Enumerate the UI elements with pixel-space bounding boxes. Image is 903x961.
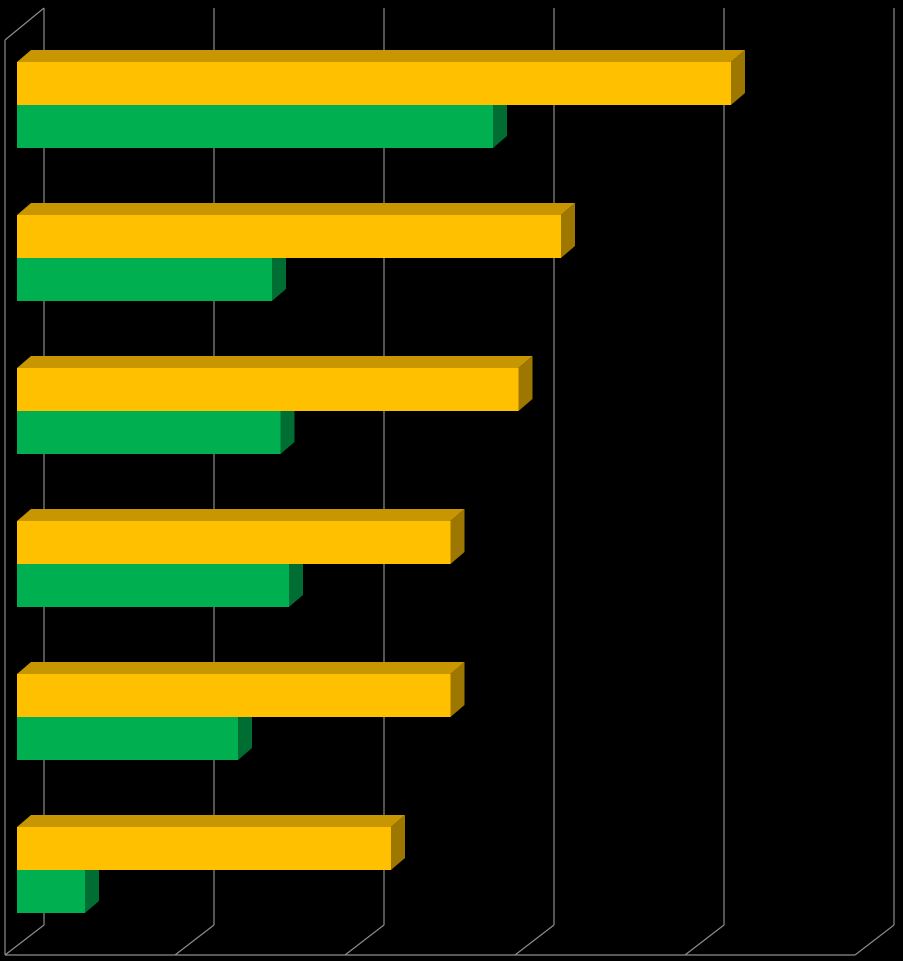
bar (17, 411, 281, 454)
bar-side-face (289, 552, 303, 607)
bar-side-face (450, 509, 465, 564)
bar-side-face (731, 50, 745, 105)
bar (17, 105, 493, 148)
bar-top-face (17, 662, 465, 674)
floor-grid-line (344, 924, 385, 956)
left-wall-top (4, 7, 45, 41)
bar-side-face (280, 399, 295, 454)
bar-side-face (450, 662, 465, 717)
bar-side-face (391, 815, 405, 870)
bar-top-face (17, 356, 533, 368)
bar (17, 674, 451, 717)
bar-top-face (17, 203, 575, 215)
bar-top-face (17, 509, 465, 521)
floor-grid-line (174, 924, 215, 956)
bar-top-face (17, 815, 405, 827)
bar-top-face (17, 50, 745, 62)
floor-grid-line (684, 924, 725, 956)
bar (17, 717, 238, 760)
bar (17, 368, 519, 411)
bar (17, 870, 85, 913)
bar-side-face (518, 356, 533, 411)
bar (17, 258, 272, 301)
bar-side-face (561, 203, 575, 258)
floor-grid-line (514, 924, 555, 956)
bar-side-face (493, 93, 507, 148)
floor-grid-line (4, 924, 45, 956)
bar-side-face (85, 858, 99, 913)
bar (17, 521, 451, 564)
bar-side-face (272, 246, 286, 301)
bar (17, 62, 731, 105)
bar (17, 564, 289, 607)
bar (17, 215, 561, 258)
floor-grid-line (854, 924, 895, 956)
bar (17, 827, 391, 870)
bar-side-face (238, 705, 252, 760)
